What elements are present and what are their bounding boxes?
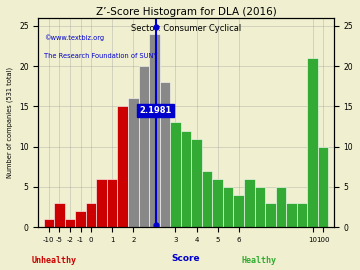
Bar	[244, 179, 255, 227]
Bar	[44, 219, 54, 227]
Text: The Research Foundation of SUNY: The Research Foundation of SUNY	[44, 53, 158, 59]
Bar	[75, 211, 86, 227]
Bar	[107, 179, 117, 227]
Bar	[128, 98, 139, 227]
Bar	[297, 203, 307, 227]
Bar	[307, 58, 318, 227]
Bar	[170, 123, 181, 227]
Text: 2.1981: 2.1981	[139, 106, 172, 115]
Bar	[212, 179, 223, 227]
Bar	[191, 139, 202, 227]
Bar	[255, 187, 265, 227]
Bar	[149, 34, 159, 227]
Bar	[139, 66, 149, 227]
Bar	[96, 179, 107, 227]
Bar	[86, 203, 96, 227]
Bar	[276, 187, 286, 227]
X-axis label: Score: Score	[172, 254, 201, 263]
Bar	[54, 203, 65, 227]
Bar	[202, 171, 212, 227]
Bar	[318, 147, 328, 227]
Bar	[265, 203, 276, 227]
Text: ©www.textbiz.org: ©www.textbiz.org	[44, 35, 104, 41]
Bar	[234, 195, 244, 227]
Title: Z’-Score Histogram for DLA (2016): Z’-Score Histogram for DLA (2016)	[96, 7, 276, 17]
Text: Healthy: Healthy	[242, 256, 277, 265]
Bar	[286, 203, 297, 227]
Bar	[181, 130, 191, 227]
Bar	[65, 219, 75, 227]
Bar	[117, 106, 128, 227]
Text: Unhealthy: Unhealthy	[32, 256, 76, 265]
Text: Sector: Consumer Cyclical: Sector: Consumer Cyclical	[131, 24, 241, 33]
Bar	[159, 82, 170, 227]
Bar	[223, 187, 234, 227]
Y-axis label: Number of companies (531 total): Number of companies (531 total)	[7, 67, 13, 178]
